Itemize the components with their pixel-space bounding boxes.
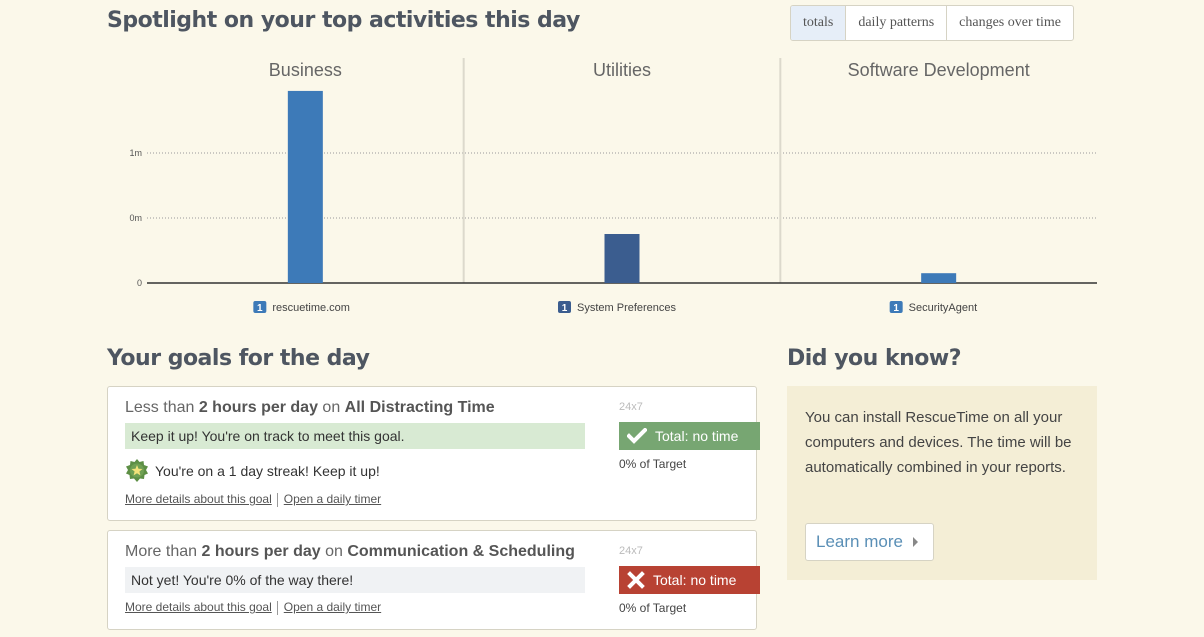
cross-icon: [627, 571, 645, 589]
goal-details-link[interactable]: More details about this goal: [125, 600, 272, 614]
did-you-know-panel: You can install RescueTime on all your c…: [787, 386, 1097, 580]
rank-badge: [889, 301, 903, 313]
link-divider: [276, 492, 278, 507]
badge-value: no time: [692, 428, 739, 444]
tab-changes-over-time[interactable]: changes over time: [946, 6, 1073, 40]
goal-details-link[interactable]: More details about this goal: [125, 492, 272, 506]
did-you-know-title: Did you know?: [787, 346, 961, 371]
goal-streak: You're on a 1 day streak! Keep it up!: [125, 458, 380, 484]
bar: [604, 234, 640, 283]
learn-more-label: Learn more: [816, 532, 903, 551]
goal-middle: on: [320, 543, 348, 560]
goal-category: Communication & Scheduling: [347, 543, 575, 560]
tab-daily-patterns[interactable]: daily patterns: [845, 6, 946, 40]
star-badge-icon: [126, 459, 148, 482]
app-label: rescuetime.com: [272, 302, 350, 314]
goal-card: More than 2 hours per day on Communicati…: [107, 530, 760, 630]
y-tick-label: 0: [137, 278, 142, 288]
goal-percent: 0% of Target: [619, 457, 687, 471]
learn-more-button[interactable]: Learn more: [805, 523, 934, 561]
goals-title: Your goals for the day: [107, 346, 370, 371]
top-activities-chart: 0 0m 1m Business 1 rescuetime.com Utilities 1 Sy…: [129, 58, 1097, 314]
goal-amount: 2 hours per day: [201, 543, 321, 560]
daily-timer-link[interactable]: Open a daily timer: [283, 600, 382, 614]
goal-total-badge: Total: no time: [619, 422, 760, 450]
link-divider: [276, 600, 278, 615]
tab-totals[interactable]: totals: [791, 6, 846, 40]
goal-title: More than 2 hours per day on Communicati…: [125, 543, 575, 561]
did-you-know-text: You can install RescueTime on all your c…: [805, 409, 1072, 476]
y-tick-label: 0m: [129, 213, 142, 223]
goal-schedule: 24x7: [619, 545, 643, 557]
category-title: Software Development: [848, 60, 1030, 80]
goal-streak-text: You're on a 1 day streak! Keep it up!: [155, 463, 380, 479]
goal-percent: 0% of Target: [619, 601, 687, 615]
app-label: SecurityAgent: [909, 302, 977, 314]
goal-title: Less than 2 hours per day on All Distrac…: [125, 399, 495, 417]
rank-number: 1: [257, 303, 263, 314]
bar: [921, 273, 957, 283]
goal-prefix: Less than: [125, 399, 199, 416]
goal-status-message: Keep it up! You're on track to meet this…: [125, 423, 585, 449]
category-title: Business: [269, 60, 342, 80]
rank-badge: [558, 301, 571, 313]
view-tabs: totals daily patterns changes over time: [790, 5, 1075, 41]
check-icon: [627, 428, 647, 444]
category-title: Utilities: [593, 60, 651, 80]
spotlight-title: Spotlight on your top activities this da…: [107, 8, 580, 33]
badge-value: no time: [690, 572, 737, 588]
goal-prefix: More than: [125, 543, 202, 560]
rank-number: 1: [893, 303, 899, 314]
rank-badge: [253, 301, 267, 313]
badge-label: Total:: [653, 572, 687, 588]
app-label: System Preferences: [577, 302, 677, 314]
chevron-right-icon: [912, 537, 918, 547]
goal-links: More details about this goal Open a daily…: [125, 492, 381, 507]
goal-category: All Distracting Time: [344, 399, 495, 416]
goal-schedule: 24x7: [619, 401, 643, 413]
goal-links: More details about this goal Open a daily…: [125, 600, 381, 615]
bar: [287, 90, 323, 283]
badge-label: Total:: [655, 428, 689, 444]
rank-number: 1: [562, 303, 568, 314]
goal-card: Less than 2 hours per day on All Distrac…: [107, 386, 760, 521]
goal-middle: on: [317, 399, 345, 416]
goal-amount: 2 hours per day: [198, 399, 318, 416]
goal-total-badge: Total: no time: [619, 566, 760, 594]
goal-status-message: Not yet! You're 0% of the way there!: [125, 567, 585, 593]
daily-timer-link[interactable]: Open a daily timer: [283, 492, 382, 506]
y-tick-label: 1m: [129, 148, 142, 158]
